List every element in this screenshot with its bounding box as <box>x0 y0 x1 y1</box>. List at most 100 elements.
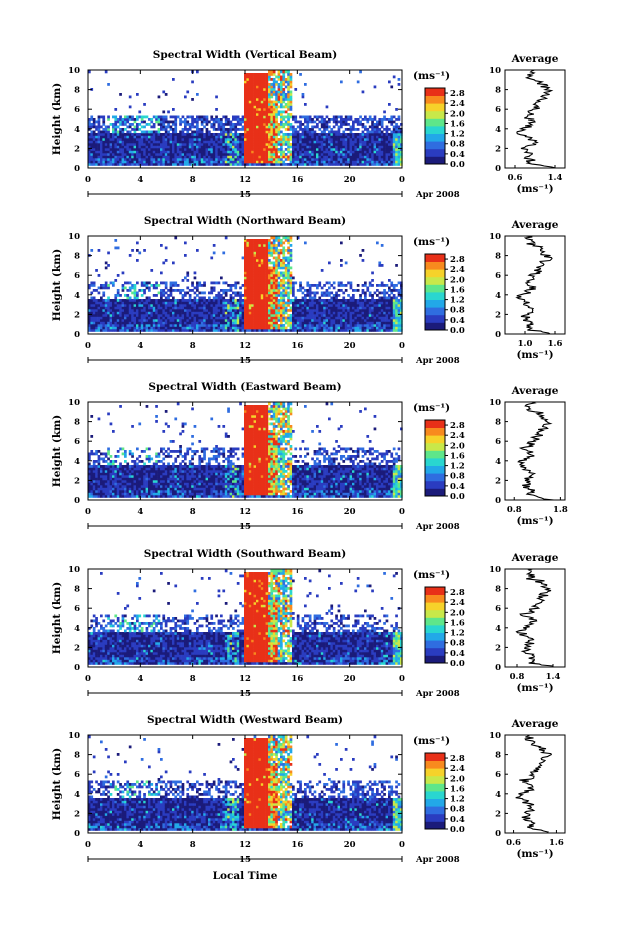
heatmap-cell <box>203 284 206 287</box>
heatmap-cell <box>152 160 156 164</box>
heatmap-cell <box>373 145 377 149</box>
heatmap-cell <box>265 254 269 257</box>
heatmap-cell <box>284 249 288 252</box>
heatmap-cell <box>234 163 238 166</box>
heatmap-cell <box>311 120 314 124</box>
heatmap-cell <box>272 143 276 146</box>
heatmap-cell <box>289 319 293 322</box>
heatmap-cell <box>256 304 259 307</box>
heatmap-cell <box>208 153 211 156</box>
heatmap-cell <box>193 304 197 307</box>
heatmap-cell <box>229 125 233 129</box>
heatmap-cell <box>383 160 386 164</box>
heatmap-cell <box>236 299 240 302</box>
heatmap-cell <box>246 160 250 164</box>
heatmap-cell <box>157 329 161 332</box>
heatmap-cell <box>88 145 91 149</box>
heatmap-cell <box>128 309 132 312</box>
heatmap-cell <box>265 264 269 267</box>
heatmap-cell <box>126 319 130 322</box>
heatmap-cell <box>347 304 350 307</box>
heatmap-cell <box>284 140 288 144</box>
heatmap-cell <box>176 319 180 322</box>
heatmap-cell <box>116 158 120 161</box>
heatmap-cell <box>320 299 324 302</box>
heatmap-cell <box>256 284 259 287</box>
heatmap-cell <box>275 316 278 320</box>
heatmap-cell <box>148 324 151 327</box>
heatmap-cell <box>268 108 271 111</box>
heatmap-cell <box>251 148 254 151</box>
heatmap-cell <box>337 321 341 325</box>
heatmap-cell <box>222 158 226 161</box>
heatmap-cell <box>337 306 341 310</box>
heatmap-cell <box>272 329 276 332</box>
heatmap-cell <box>263 133 266 136</box>
heatmap-cell <box>95 321 98 325</box>
heatmap-cell <box>248 115 252 119</box>
heatmap-cell <box>239 140 242 144</box>
heatmap-cell <box>160 128 163 131</box>
heatmap-cell <box>133 150 137 154</box>
heatmap-cell <box>332 314 336 317</box>
heatmap-cell <box>138 160 142 164</box>
heatmap-cell <box>186 311 190 315</box>
heatmap-cell <box>275 306 278 310</box>
heatmap-cell <box>301 311 305 315</box>
heatmap-cell <box>236 123 240 126</box>
heatmap-cell <box>220 306 223 310</box>
heatmap-cell <box>162 145 166 149</box>
heatmap-cell <box>275 120 278 124</box>
heatmap-cell <box>107 153 110 156</box>
heatmap-cell <box>308 130 312 134</box>
heatmap-cell <box>284 70 288 74</box>
heatmap-cell <box>112 319 115 322</box>
heatmap-cell <box>304 145 307 149</box>
heatmap-cell <box>97 148 101 151</box>
heatmap-cell <box>162 306 166 310</box>
heatmap-cell <box>176 158 180 161</box>
heatmap-cell <box>260 266 264 270</box>
heatmap-cell <box>121 314 125 317</box>
heatmap-cell <box>294 314 298 317</box>
heatmap-cell <box>270 163 274 166</box>
heatmap-cell <box>121 306 125 310</box>
heatmap-cell <box>378 148 382 151</box>
heatmap-cell <box>282 163 286 166</box>
heatmap-cell <box>275 163 278 166</box>
heatmap-cell <box>174 155 178 159</box>
heatmap-cell <box>337 304 341 307</box>
heatmap-cell <box>104 145 108 149</box>
heatmap-cell <box>186 158 190 161</box>
heatmap-cell <box>318 120 322 124</box>
heatmap-cell <box>167 329 170 332</box>
heatmap-cell <box>284 301 288 305</box>
heatmap-cell <box>282 304 286 307</box>
heatmap-cell <box>148 145 151 149</box>
heatmap-cell <box>308 143 312 146</box>
heatmap-cell <box>210 326 214 330</box>
heatmap-cell <box>328 148 331 151</box>
heatmap-cell <box>179 153 182 156</box>
heatmap-cell <box>272 274 276 277</box>
heatmap-cell <box>282 274 286 277</box>
heatmap-cell <box>167 135 170 139</box>
heatmap-cell <box>284 271 288 275</box>
heatmap-cell <box>275 83 278 86</box>
heatmap-cell <box>359 160 362 164</box>
heatmap-cell <box>107 138 110 141</box>
heatmap-cell <box>390 138 394 141</box>
heatmap-cell <box>208 160 211 164</box>
heatmap-cell <box>227 133 230 136</box>
heatmap-cell <box>239 326 242 330</box>
heatmap-cell <box>212 145 216 149</box>
heatmap-cell <box>90 281 94 285</box>
heatmap-cell <box>260 279 264 282</box>
heatmap-cell <box>97 125 101 129</box>
heatmap-cell <box>328 301 331 305</box>
heatmap-cell <box>196 125 199 129</box>
heatmap-cell <box>116 319 120 322</box>
heatmap-cell <box>200 291 204 295</box>
heatmap-cell <box>200 301 204 305</box>
heatmap-cell <box>280 284 283 287</box>
